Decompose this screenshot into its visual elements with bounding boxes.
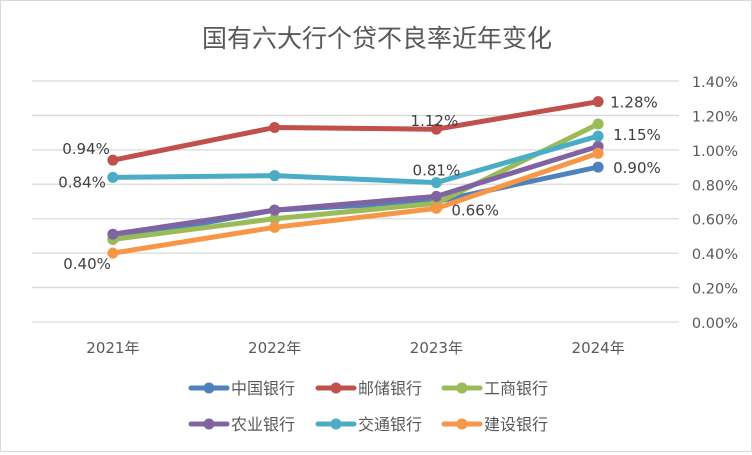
data-point [430, 177, 442, 189]
legend-dot-marker [456, 382, 468, 394]
data-point [592, 147, 604, 159]
data-label: 0.81% [413, 162, 461, 180]
legend-label: 工商银行 [484, 379, 548, 398]
legend-dot-marker [203, 418, 215, 430]
legend-item[interactable]: 农业银行 [188, 415, 295, 434]
y-tick-label: 1.20% [692, 109, 738, 125]
data-label: 0.94% [62, 140, 110, 158]
legend-item[interactable]: 建设银行 [441, 415, 548, 434]
y-tick-label: 0.40% [692, 247, 738, 263]
legend-label: 中国银行 [231, 379, 295, 398]
data-point [592, 118, 604, 130]
data-point [592, 96, 604, 108]
x-tick-label: 2023年 [410, 339, 463, 357]
series-line [110, 164, 601, 242]
data-point [430, 202, 442, 214]
gridlines [32, 80, 679, 323]
series-lines [107, 96, 604, 259]
y-tick-label: 1.00% [692, 144, 738, 160]
data-point [107, 154, 119, 166]
data-label: 1.15% [613, 126, 661, 144]
data-label: 0.90% [613, 159, 661, 177]
data-label: 0.40% [63, 255, 111, 273]
data-point [269, 204, 281, 216]
series-line [110, 150, 601, 256]
legend-dot-marker [330, 382, 342, 394]
x-tick-label: 2024年 [572, 339, 625, 357]
y-tick-label: 0.20% [692, 282, 738, 298]
data-label: 1.28% [610, 94, 658, 112]
data-point [269, 121, 281, 133]
series-line [110, 121, 601, 242]
legend-label: 农业银行 [231, 415, 295, 434]
data-point [269, 170, 281, 182]
data-label: 0.84% [58, 173, 106, 191]
x-axis-tick-labels: 2021年 2022年 2023年 2024年 [86, 339, 624, 357]
y-tick-label: 0.80% [692, 178, 738, 194]
y-tick-label: 1.40% [692, 75, 738, 91]
legend-item[interactable]: 交通银行 [315, 415, 422, 434]
data-point [592, 161, 604, 173]
y-tick-label: 0.60% [692, 213, 738, 229]
series-3 [107, 140, 604, 240]
y-tick-label: 0.00% [692, 316, 738, 332]
legend-item[interactable]: 邮储银行 [315, 379, 422, 398]
data-label: 1.12% [411, 112, 459, 130]
legend-item[interactable]: 工商银行 [441, 379, 548, 398]
series-line [110, 143, 601, 237]
series-5 [107, 147, 604, 259]
legend-dot-marker [330, 418, 342, 430]
x-tick-label: 2021年 [86, 339, 139, 357]
data-point [269, 213, 281, 225]
legend-label: 交通银行 [358, 415, 422, 434]
y-axis-tick-labels: 0.00% 0.20% 0.40% 0.60% 0.80% 1.00% 1.20% 1.40% [692, 75, 738, 332]
series-4 [107, 130, 604, 189]
data-point [107, 228, 119, 240]
legend-label: 邮储银行 [358, 379, 422, 398]
legend-label: 建设银行 [484, 415, 548, 434]
chart-title: 国有六大行个贷不良率近年变化 [202, 24, 552, 53]
legend-item[interactable]: 中国银行 [188, 379, 295, 398]
series-line [110, 99, 601, 163]
data-point [430, 123, 442, 135]
legend-dot-marker [203, 382, 215, 394]
data-point [107, 247, 119, 259]
data-point [269, 221, 281, 233]
data-point [107, 171, 119, 183]
data-labels: 0.90% 0.94% 1.12% 1.28% 1.15% 0.84% 0.81% 0.40%… [58, 94, 661, 273]
legend-dot-marker [456, 418, 468, 430]
data-label: 0.66% [451, 201, 499, 219]
series-line [110, 133, 601, 186]
x-tick-label: 2022年 [248, 339, 301, 357]
data-point [592, 130, 604, 142]
series-1 [107, 96, 604, 166]
data-point [430, 190, 442, 202]
